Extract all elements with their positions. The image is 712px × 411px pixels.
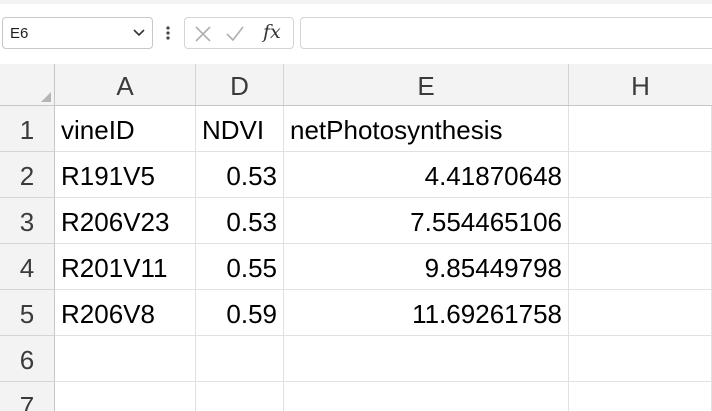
column-header-d[interactable]: D	[196, 64, 284, 105]
cell-e6[interactable]	[284, 336, 569, 382]
cell-d6[interactable]	[196, 336, 284, 382]
column-header-a[interactable]: A	[55, 64, 196, 105]
cell-d5[interactable]: 0.59	[196, 290, 284, 336]
cell-d7[interactable]	[196, 382, 284, 411]
row-header[interactable]: 4	[0, 244, 55, 290]
formula-input[interactable]	[300, 17, 712, 49]
cell-h1[interactable]	[569, 106, 712, 152]
cell-h3[interactable]	[569, 198, 712, 244]
cancel-icon[interactable]	[194, 25, 212, 43]
cell-h5[interactable]	[569, 290, 712, 336]
cell-e5[interactable]: 11.69261758	[284, 290, 569, 336]
name-box-value: E6	[10, 25, 29, 42]
worksheet-grid: A D E H 1 vineID NDVI netPhotosynthesis …	[0, 64, 712, 411]
cell-d1[interactable]: NDVI	[196, 106, 284, 152]
cell-a5[interactable]: R206V8	[55, 290, 196, 336]
more-options-icon[interactable]	[163, 20, 173, 46]
formula-buttons: fx	[184, 17, 294, 49]
select-all-button[interactable]	[0, 64, 55, 105]
cell-a3[interactable]: R206V23	[55, 198, 196, 244]
row-header[interactable]: 3	[0, 198, 55, 244]
cell-d2[interactable]: 0.53	[196, 152, 284, 198]
row-header[interactable]: 5	[0, 290, 55, 336]
row-header[interactable]: 2	[0, 152, 55, 198]
name-box[interactable]: E6	[2, 17, 153, 49]
column-header-row: A D E H	[0, 64, 712, 106]
cell-a2[interactable]: R191V5	[55, 152, 196, 198]
column-header-h[interactable]: H	[631, 71, 650, 101]
chevron-down-icon[interactable]	[132, 27, 146, 39]
insert-function-icon[interactable]: fx	[263, 21, 281, 43]
cell-a7[interactable]	[55, 382, 196, 411]
cell-d3[interactable]: 0.53	[196, 198, 284, 244]
formula-bar-area: E6 fx	[0, 0, 712, 64]
select-all-triangle-icon	[41, 92, 51, 102]
cell-a6[interactable]	[55, 336, 196, 382]
checkmark-icon[interactable]	[225, 25, 245, 43]
cell-a4[interactable]: R201V11	[55, 244, 196, 290]
column-header-e[interactable]: E	[284, 64, 569, 105]
cell-a1[interactable]: vineID	[55, 106, 196, 152]
cell-h6[interactable]	[569, 336, 712, 382]
ribbon-edge	[0, 0, 712, 4]
cell-e7[interactable]	[284, 382, 569, 411]
row-header[interactable]: 7	[0, 382, 55, 411]
row-header[interactable]: 1	[0, 106, 55, 152]
cell-h4[interactable]	[569, 244, 712, 290]
cell-h7[interactable]	[569, 382, 712, 411]
row-header[interactable]: 6	[0, 336, 55, 382]
cell-e1[interactable]: netPhotosynthesis	[284, 106, 569, 152]
cell-e2[interactable]: 4.41870648	[284, 152, 569, 198]
cell-d4[interactable]: 0.55	[196, 244, 284, 290]
cell-e4[interactable]: 9.85449798	[284, 244, 569, 290]
cell-h2[interactable]	[569, 152, 712, 198]
cell-e3[interactable]: 7.554465106	[284, 198, 569, 244]
